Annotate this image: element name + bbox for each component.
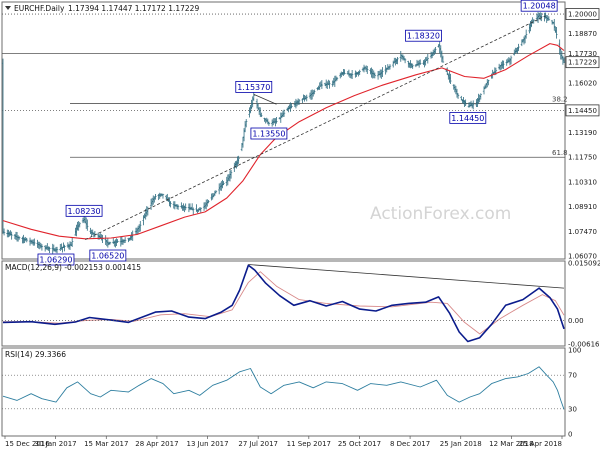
axes: 1.20000 1.18870 1.17730 1.16020 1.14450 1.131… (4, 8, 600, 448)
macd-panel-frame (1, 260, 566, 347)
price-header: EURCHF.Daily 1.17394 1.17447 1.17172 1.1… (5, 4, 199, 13)
price-label-box (89, 249, 127, 262)
price-tick-label: 1.10310 (568, 179, 597, 187)
rsi-tick-label: 0 (568, 431, 572, 439)
watermark: ActionForex.com (370, 204, 511, 224)
x-tick-label: 25 Jan 2018 (440, 440, 482, 448)
price-tick-label: 1.06070 (568, 252, 597, 260)
price-label-box (405, 29, 442, 42)
x-tick-label: 28 Apr 2017 (135, 440, 178, 448)
price-tick-label: 1.14450 (568, 107, 597, 115)
price-label-box (449, 111, 487, 124)
price-title: EURCHF.Daily (14, 4, 65, 13)
rsi-title: RSI(14) 29.3366 (5, 350, 66, 359)
fib-level-label: 61.8 (552, 149, 568, 157)
macd-tick-label: 0.015092 (568, 259, 600, 267)
x-tick-label: 15 Mar 2017 (84, 440, 128, 448)
price-label-box (250, 127, 288, 140)
price-tick-label: 1.18870 (568, 30, 597, 38)
x-tick-label: 15 Dec 2016 (5, 440, 50, 448)
ohlc-values: 1.17394 1.17447 1.17172 1.17229 (68, 4, 199, 13)
x-tick-label: 13 Jun 2017 (186, 440, 228, 448)
rsi-tick-label: 30 (568, 405, 577, 413)
price-label-box (37, 253, 75, 266)
price-label: 1.14450 (451, 114, 484, 123)
last-value-label: 1.17229 (568, 59, 597, 67)
x-tick-label: 11 Sep 2017 (287, 440, 331, 448)
rsi-line (2, 366, 565, 410)
header-marker-icon (5, 6, 11, 10)
price-tick-label: 1.20000 (568, 11, 597, 19)
price-tick-label: 1.13190 (568, 129, 597, 137)
x-tick-label: 30 Jan 2017 (35, 440, 77, 448)
x-tick-label: 27 Jul 2017 (238, 440, 278, 448)
macd-tick-label: -0.006163 (568, 341, 600, 349)
x-tick-label: 12 Mar 2018 (489, 440, 533, 448)
horizontal-levels: 38.2 61.8 (2, 13, 568, 158)
price-label: 1.18320 (407, 32, 440, 41)
last-value-box (565, 56, 600, 69)
macd-title: MACD(12,26,9) -0.002153 0.001415 (5, 263, 141, 272)
price-tick-box (565, 104, 600, 117)
price-tick-label: 1.07470 (568, 228, 597, 236)
price-tick-label: 1.16020 (568, 80, 597, 88)
macd-signal-line (3, 271, 565, 335)
price-label: 1.20048 (523, 2, 556, 11)
price-label-box (235, 81, 273, 93)
macd-line (2, 264, 565, 343)
sma-line (2, 43, 565, 240)
macd-tick-label: 0.00 (568, 317, 584, 325)
macd-divergence-line (248, 264, 565, 289)
x-tick-label: 25 Oct 2017 (338, 440, 381, 448)
rsi-tick-label: 70 (568, 372, 577, 380)
price-label-box (65, 204, 103, 217)
price-tick-label: 1.11750 (568, 154, 597, 162)
price-tick-label: 1.08910 (568, 203, 597, 211)
price-label: 1.06520 (91, 252, 124, 261)
price-label: 1.06290 (39, 256, 72, 265)
trend-line (85, 15, 546, 241)
fib-level-label: 38.2 (552, 95, 568, 103)
price-segment-line (253, 94, 277, 105)
rsi-tick-label: 100 (568, 347, 581, 355)
price-label: 1.13550 (252, 130, 285, 139)
rsi-panel-frame (1, 347, 566, 437)
indicator-lines (2, 15, 565, 410)
price-annotations: 1.20048 1.18320 1.15370 1.13550 1.14450 1.082… (37, 0, 558, 266)
x-tick-label: 25 Apr 2018 (519, 440, 562, 448)
price-bars (1, 11, 566, 254)
price-label: 1.08230 (68, 207, 101, 216)
price-tick-label: 1.17730 (568, 50, 597, 58)
price-tick-box (565, 8, 600, 20)
x-tick-label: 8 Dec 2017 (390, 440, 430, 448)
price-label-box (520, 0, 558, 12)
price-label: 1.15370 (237, 83, 270, 92)
